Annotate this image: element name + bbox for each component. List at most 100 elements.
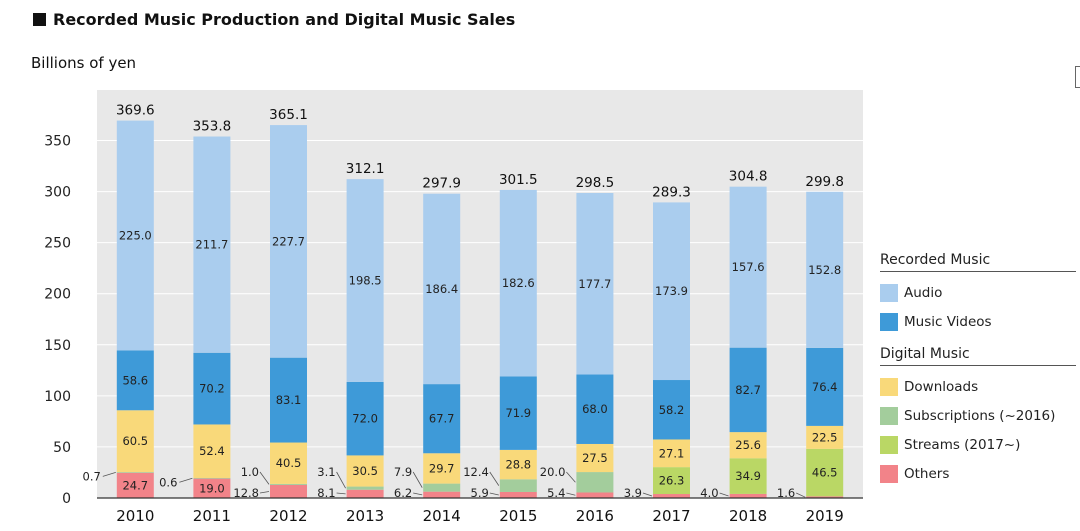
legend-header-recorded-music: Recorded Music: [880, 252, 1076, 272]
data-label-downloads-2013: 30.5: [352, 464, 378, 478]
x-tick-label-2015: 2015: [499, 507, 537, 525]
y-tick-label-250: 250: [44, 236, 71, 252]
bar-subscriptions-2015: [499, 479, 537, 492]
bar-others-2011: [193, 478, 231, 498]
data-label-music_videos-2013: 72.0: [352, 412, 378, 426]
data-label-others-2017: 3.9: [624, 486, 642, 500]
legend-swatch-music-videos: [880, 312, 898, 331]
data-label-music_videos-2017: 58.2: [659, 403, 685, 417]
data-label-streams-2019: 46.5: [812, 466, 838, 480]
total-label-2010: 369.6: [116, 103, 155, 119]
legend-label-streams: Streams (2017~): [904, 436, 1021, 453]
leader-line-subscriptions-2015: [489, 471, 500, 486]
bar-streams-2019: [806, 448, 844, 497]
leader-line-subscriptions-2012: [259, 471, 270, 485]
bar-downloads-2018: [729, 432, 767, 459]
bar-subscriptions-2013: [346, 486, 384, 490]
bar-audio-2014: [423, 193, 461, 385]
data-label-music_videos-2018: 82.7: [735, 383, 761, 397]
legend-swatch-others: [880, 464, 898, 483]
data-label-subscriptions-2010: 0.7: [83, 469, 101, 483]
leader-line-others-2013: [336, 492, 346, 495]
y-tick-label-50: 50: [53, 440, 71, 456]
data-label-streams-2018: 34.9: [735, 469, 761, 483]
data-label-audio-2018: 157.6: [732, 260, 765, 274]
data-label-audio-2014: 186.4: [425, 282, 458, 296]
bar-audio-2012: [270, 125, 307, 358]
bar-subscriptions-2010: [116, 472, 154, 473]
leader-line-subscriptions-2016: [566, 471, 576, 483]
bar-audio-2016: [576, 193, 614, 375]
x-tick-label-2010: 2010: [116, 507, 154, 525]
bar-downloads-2011: [193, 424, 231, 478]
bar-music_videos-2017: [653, 380, 690, 440]
data-label-subscriptions-2014: 7.9: [394, 465, 412, 479]
data-label-downloads-2015: 28.8: [505, 458, 531, 472]
x-tick-label-2019: 2019: [806, 507, 844, 525]
bar-others-2012: [270, 484, 307, 498]
legend-swatch-downloads: [880, 377, 898, 396]
data-label-downloads-2011: 52.4: [199, 444, 225, 458]
data-label-music_videos-2011: 70.2: [199, 382, 225, 396]
data-label-music_videos-2014: 67.7: [429, 412, 455, 426]
y-tick-label-300: 300: [44, 185, 71, 201]
bar-downloads-2014: [423, 453, 461, 484]
bar-downloads-2013: [346, 455, 384, 487]
legend-label-music-videos: Music Videos: [904, 313, 992, 330]
legend-label-others: Others: [904, 465, 950, 482]
data-label-downloads-2018: 25.6: [735, 438, 761, 452]
bar-others-2016: [576, 492, 614, 498]
y-tick-label-100: 100: [44, 389, 71, 405]
data-label-music_videos-2015: 71.9: [505, 406, 531, 420]
data-label-downloads-2017: 27.1: [659, 446, 685, 460]
bar-streams-2018: [729, 458, 767, 494]
legend-label-subscriptions: Subscriptions (~2016): [904, 407, 1056, 424]
bar-streams-2017: [653, 467, 690, 495]
chart-title-text: Recorded Music Production and Digital Mu…: [53, 9, 516, 29]
bar-others-2019: [806, 496, 844, 498]
total-label-2015: 301.5: [499, 172, 538, 188]
legend-swatch-subscriptions: [880, 406, 898, 425]
bar-subscriptions-2016: [576, 472, 614, 493]
leader-line-others-2014: [413, 492, 423, 496]
bar-subscriptions-2011: [193, 477, 231, 479]
data-label-others-2012: 12.8: [233, 486, 259, 500]
bar-audio-2017: [653, 202, 690, 381]
data-label-downloads-2012: 40.5: [276, 456, 302, 470]
edge-bracket-mark: [1075, 66, 1080, 88]
data-label-downloads-2014: 29.7: [429, 461, 455, 475]
title-square-icon: [33, 12, 46, 26]
data-label-subscriptions-2012: 1.0: [241, 465, 259, 479]
data-label-audio-2011: 211.7: [195, 238, 228, 252]
leader-line-subscriptions-2013: [336, 471, 346, 489]
data-label-audio-2019: 152.8: [808, 263, 841, 277]
leader-line-others-2012: [259, 491, 270, 494]
data-label-downloads-2016: 27.5: [582, 451, 608, 465]
bar-audio-2013: [346, 179, 384, 382]
bar-others-2013: [346, 489, 384, 498]
leader-line-subscriptions-2014: [412, 471, 423, 488]
x-tick-label-2011: 2011: [193, 507, 231, 525]
legend-item-audio: Audio: [880, 278, 1076, 307]
y-tick-label-200: 200: [44, 287, 71, 303]
bar-downloads-2010: [116, 410, 154, 473]
data-label-music_videos-2012: 83.1: [276, 393, 302, 407]
data-label-others-2015: 5.9: [471, 486, 489, 500]
bar-music_videos-2010: [116, 350, 154, 411]
data-label-audio-2012: 227.7: [272, 234, 305, 248]
bar-downloads-2012: [270, 442, 307, 484]
legend-swatch-streams: [880, 435, 898, 454]
chart-title: Recorded Music Production and Digital Mu…: [33, 8, 515, 30]
leader-line-others-2018: [719, 492, 729, 497]
data-label-others-2016: 5.4: [547, 486, 565, 500]
legend-group-digital-music: Digital Music Downloads Subscriptions (~…: [880, 346, 1076, 488]
data-label-music_videos-2016: 68.0: [582, 402, 608, 416]
legend-item-streams: Streams (2017~): [880, 430, 1076, 459]
x-tick-label-2014: 2014: [423, 507, 461, 525]
x-tick-label-2012: 2012: [269, 507, 307, 525]
legend-item-subscriptions: Subscriptions (~2016): [880, 401, 1076, 430]
data-label-others-2018: 4.0: [700, 486, 718, 500]
legend-label-audio: Audio: [904, 284, 943, 301]
x-tick-label-2018: 2018: [729, 507, 767, 525]
